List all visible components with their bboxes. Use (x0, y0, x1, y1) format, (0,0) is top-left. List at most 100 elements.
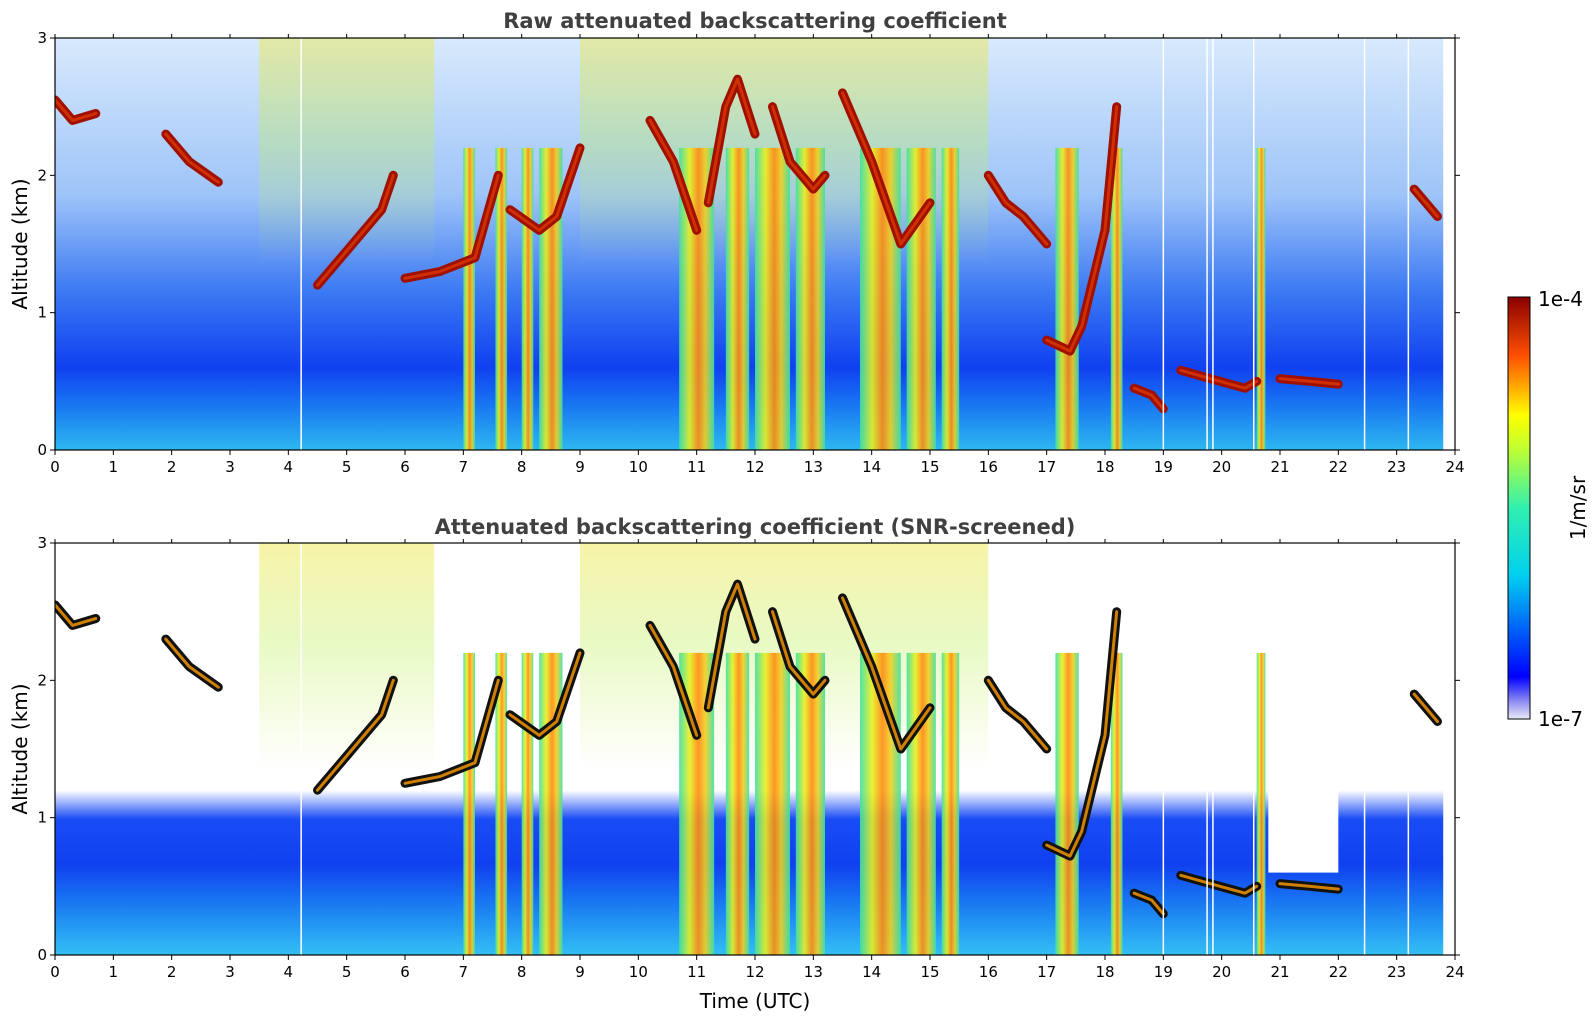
x-tick-label: 17 (1037, 458, 1056, 476)
precip-band (539, 652, 563, 955)
x-tick-label: 5 (342, 458, 352, 476)
cloud-layer-core (403, 678, 500, 785)
precip-band (1256, 652, 1266, 955)
cloud-layer-core (55, 603, 98, 627)
x-tick-label: 4 (284, 458, 294, 476)
cloud-layer-core (648, 623, 699, 737)
x-tick-label: 4 (284, 963, 294, 981)
x-tick-label: 0 (50, 458, 60, 476)
chart-title-raw: Raw attenuated backscattering coefficien… (503, 9, 1007, 33)
cloud-layer-core (1132, 891, 1165, 916)
cloud-layer-core (648, 118, 699, 232)
y-axis-label-raw: Altitude (km) (8, 178, 32, 309)
precip-band (941, 652, 960, 955)
precip-band (941, 147, 960, 450)
x-axis-label: Time (UTC) (699, 989, 811, 1013)
x-tick-label: 11 (687, 458, 706, 476)
x-tick-label: 12 (745, 963, 764, 981)
x-tick-label: 16 (979, 458, 998, 476)
precip-band (1256, 147, 1266, 450)
cloud-layer-core (986, 678, 1049, 751)
y-axis-label-screened: Altitude (km) (8, 683, 32, 814)
x-tick-label: 13 (804, 963, 823, 981)
cloud-layer-core (1179, 873, 1259, 895)
y-tick-label: 0 (37, 441, 47, 459)
cloud-layer-core (1179, 368, 1259, 390)
cloud-layer-core (316, 173, 395, 287)
x-tick-label: 10 (629, 458, 648, 476)
cloud-layer-core (986, 173, 1049, 246)
panel-screened: Attenuated backscattering coefficient (S… (8, 515, 1465, 1013)
precip-band (795, 652, 825, 955)
cloud-layer-core (706, 77, 757, 205)
cloud-layer-core (508, 146, 582, 232)
x-tick-label: 1 (109, 458, 119, 476)
cloud-layer-core (1412, 187, 1439, 218)
x-tick-label: 16 (979, 963, 998, 981)
x-tick-label: 22 (1329, 963, 1348, 981)
x-tick-label: 22 (1329, 458, 1348, 476)
x-tick-label: 20 (1212, 963, 1231, 981)
cloud-layer-core (1045, 105, 1119, 353)
x-tick-label: 6 (400, 963, 410, 981)
y-tick-label: 3 (37, 534, 47, 552)
x-tick-label: 13 (804, 458, 823, 476)
y-tick-label: 2 (37, 671, 47, 689)
cloud-layer-core (1412, 692, 1439, 723)
cloud-layer-core (164, 132, 220, 184)
cloud-layer-core (1132, 386, 1165, 411)
cloud-layer-core (706, 582, 757, 710)
x-tick-label: 15 (920, 963, 939, 981)
precip-band (463, 147, 475, 450)
x-tick-label: 5 (342, 963, 352, 981)
y-tick-label: 0 (37, 946, 47, 964)
x-tick-label: 21 (1270, 458, 1289, 476)
x-tick-label: 8 (517, 963, 527, 981)
x-tick-label: 2 (167, 458, 177, 476)
x-tick-label: 3 (225, 963, 235, 981)
x-tick-label: 19 (1154, 458, 1173, 476)
precip-band (725, 652, 750, 955)
colorbar-gradient (1507, 296, 1531, 720)
precip-band (495, 652, 508, 955)
cloud-layer-core (403, 173, 500, 280)
x-tick-label: 6 (400, 458, 410, 476)
colorbar-unit-label: 1/m/sr (1566, 475, 1590, 540)
x-tick-label: 2 (167, 963, 177, 981)
cloud-layer-core (1278, 882, 1340, 891)
x-tick-label: 14 (862, 458, 881, 476)
precip-band (1055, 652, 1079, 955)
x-ticks-screened: 0 1 2 3 4 5 6 7 8 9 10 11 12 13 14 15 16 17 18 19 20 21 22 23 24 (50, 539, 1465, 981)
precip-band (795, 147, 825, 450)
clear-region (1268, 735, 1339, 873)
cloud-layer-core (316, 678, 395, 792)
no-data-region (1443, 38, 1455, 450)
x-tick-label: 14 (862, 963, 881, 981)
x-tick-label: 21 (1270, 963, 1289, 981)
x-tick-label: 9 (575, 458, 585, 476)
cloud-layer-core (771, 610, 827, 696)
x-tick-label: 7 (459, 458, 469, 476)
precip-band (1055, 147, 1079, 450)
y-tick-label: 1 (37, 304, 47, 322)
x-tick-label: 11 (687, 963, 706, 981)
precip-band (463, 652, 475, 955)
x-tick-label: 18 (1095, 458, 1114, 476)
heatmap-screened (55, 543, 1455, 955)
x-tick-label: 10 (629, 963, 648, 981)
x-tick-label: 8 (517, 458, 527, 476)
y-tick-label: 1 (37, 809, 47, 827)
cloud-layer-core (164, 637, 220, 689)
precip-band (725, 147, 750, 450)
x-tick-label: 1 (109, 963, 119, 981)
x-tick-label: 9 (575, 963, 585, 981)
precip-band (906, 147, 936, 450)
y-tick-label: 3 (37, 29, 47, 47)
cloud-layer-core (508, 651, 582, 737)
heatmap-raw (55, 38, 1455, 450)
x-ticks-raw: 0 1 2 3 4 5 6 7 8 9 10 11 12 13 14 15 16 17 18 19 20 21 22 23 24 (50, 34, 1465, 476)
x-tick-label: 19 (1154, 963, 1173, 981)
x-tick-label: 3 (225, 458, 235, 476)
cloud-layer-core (771, 105, 827, 191)
